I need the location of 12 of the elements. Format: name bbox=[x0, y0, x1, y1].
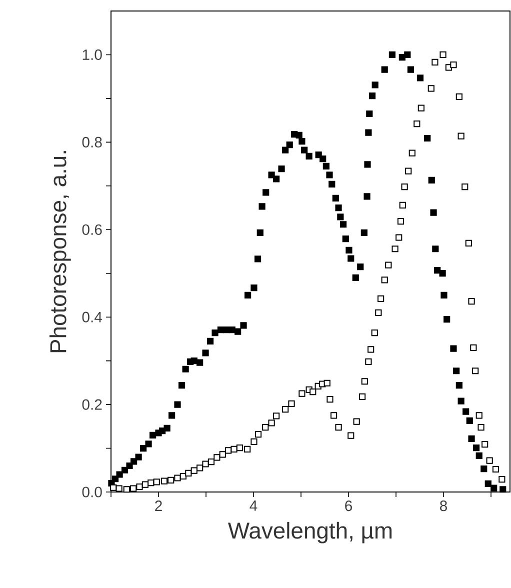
y-tick-label: 0.8 bbox=[82, 136, 102, 148]
y-axis-title: Photoresponse, a.u. bbox=[50, 151, 71, 352]
y-tick-label: 1.0 bbox=[82, 49, 102, 60]
x-tick-label: 6 bbox=[345, 500, 352, 512]
x-tick-label: 2 bbox=[155, 500, 162, 511]
x-tick-label: 4 bbox=[250, 500, 258, 511]
x-axis-title: Wavelength, µm bbox=[228, 522, 392, 544]
y-tick-label: 0.0 bbox=[82, 486, 102, 498]
x-tick-label: 8 bbox=[440, 500, 447, 512]
y-tick-label: 0.2 bbox=[82, 399, 102, 410]
y-tick-label: 0.6 bbox=[82, 224, 102, 235]
y-tick-label: 0.4 bbox=[82, 312, 102, 322]
